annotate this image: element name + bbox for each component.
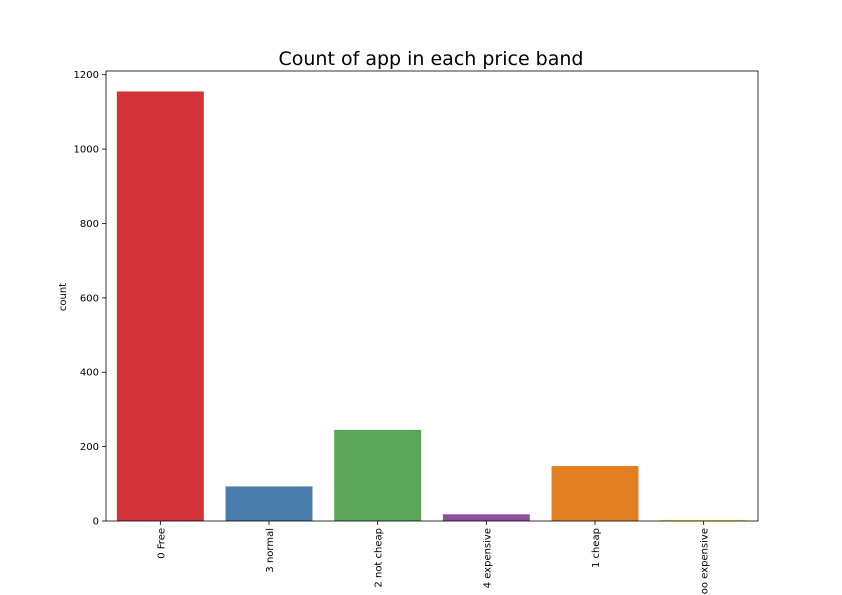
y-tick-label-6: 1200 [74, 70, 99, 81]
y-axis-label: count [58, 283, 69, 311]
x-tick-label-0: 0 Free [156, 528, 167, 559]
x-tick-label-1: 3 normal [265, 528, 276, 573]
bar-0 [116, 91, 204, 522]
y-tick-label-1: 200 [80, 442, 99, 453]
y-axis-ticks: 0 200 400 600 800 1000 1200 [74, 70, 106, 528]
x-tick-label-4: 1 cheap [591, 528, 602, 568]
plot-frame [105, 70, 759, 522]
bars-group [116, 91, 748, 522]
bar-4 [551, 465, 639, 521]
y-tick-label-0: 0 [93, 517, 99, 528]
y-tick-label-5: 1000 [74, 145, 99, 156]
x-tick-label-5: oo expensive [700, 528, 711, 594]
chart-title: Count of app in each price band [279, 48, 584, 70]
x-axis-ticks: 0 Free 3 normal 2 not cheap 4 expensive 1 ch… [156, 521, 711, 594]
bar-2 [334, 429, 422, 521]
x-tick-label-2: 2 not cheap [374, 528, 385, 588]
bar-1 [225, 486, 313, 521]
x-tick-label-3: 4 expensive [482, 528, 493, 588]
bar-3 [442, 514, 530, 521]
y-tick-label-2: 400 [80, 368, 99, 379]
y-tick-label-4: 800 [80, 219, 99, 230]
bar-5 [660, 519, 748, 521]
y-tick-label-3: 600 [80, 293, 99, 304]
